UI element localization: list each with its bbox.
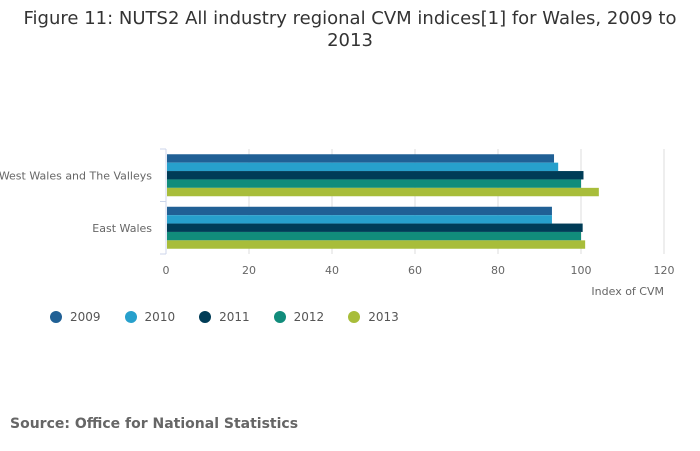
x-tick-label: 20 [242,264,256,277]
bar-2009 [167,206,552,216]
bar-2012 [167,231,581,241]
x-tick-label: 80 [491,264,505,277]
x-tick-label: 60 [408,264,422,277]
x-axis-title: Index of CVM [591,285,664,298]
y-tick-label: East Wales [92,222,152,235]
legend-item[interactable]: 2013 [348,310,399,324]
legend-label: 2011 [219,310,250,324]
bar-2011 [167,171,584,180]
legend: 2009 2010 2011 2012 2013 [50,310,423,324]
legend-marker-icon [199,311,212,323]
bar-2010 [167,162,559,172]
legend-item[interactable]: 2012 [273,310,325,324]
x-tick-label: 0 [163,264,170,277]
bar-2012 [167,179,581,188]
x-tick-label: 40 [325,264,339,277]
legend-item[interactable]: 2011 [199,310,250,324]
y-tick-label: West Wales and The Valleys [0,169,152,182]
legend-label: 2012 [293,310,325,324]
bar-2010 [167,215,552,224]
legend-label: 2010 [144,310,176,324]
legend-item[interactable]: 2009 [50,310,101,324]
x-tick-label: 120 [654,264,675,277]
bar-2011 [167,223,583,232]
legend-label: 2013 [368,310,399,324]
legend-marker-icon [348,311,361,323]
legend-marker-icon [124,311,137,323]
legend-item[interactable]: 2010 [124,310,176,324]
legend-marker-icon [50,311,62,323]
legend-marker-icon [273,311,286,323]
bar-2013 [167,240,586,249]
bar-2009 [167,154,555,163]
source-note: Source: Office for National Statistics [10,416,299,432]
bar-2013 [167,187,599,197]
legend-label: 2009 [70,310,101,324]
x-tick-label: 100 [571,264,592,277]
chart-title: Figure 11: NUTS2 All industry regional C… [23,8,677,51]
